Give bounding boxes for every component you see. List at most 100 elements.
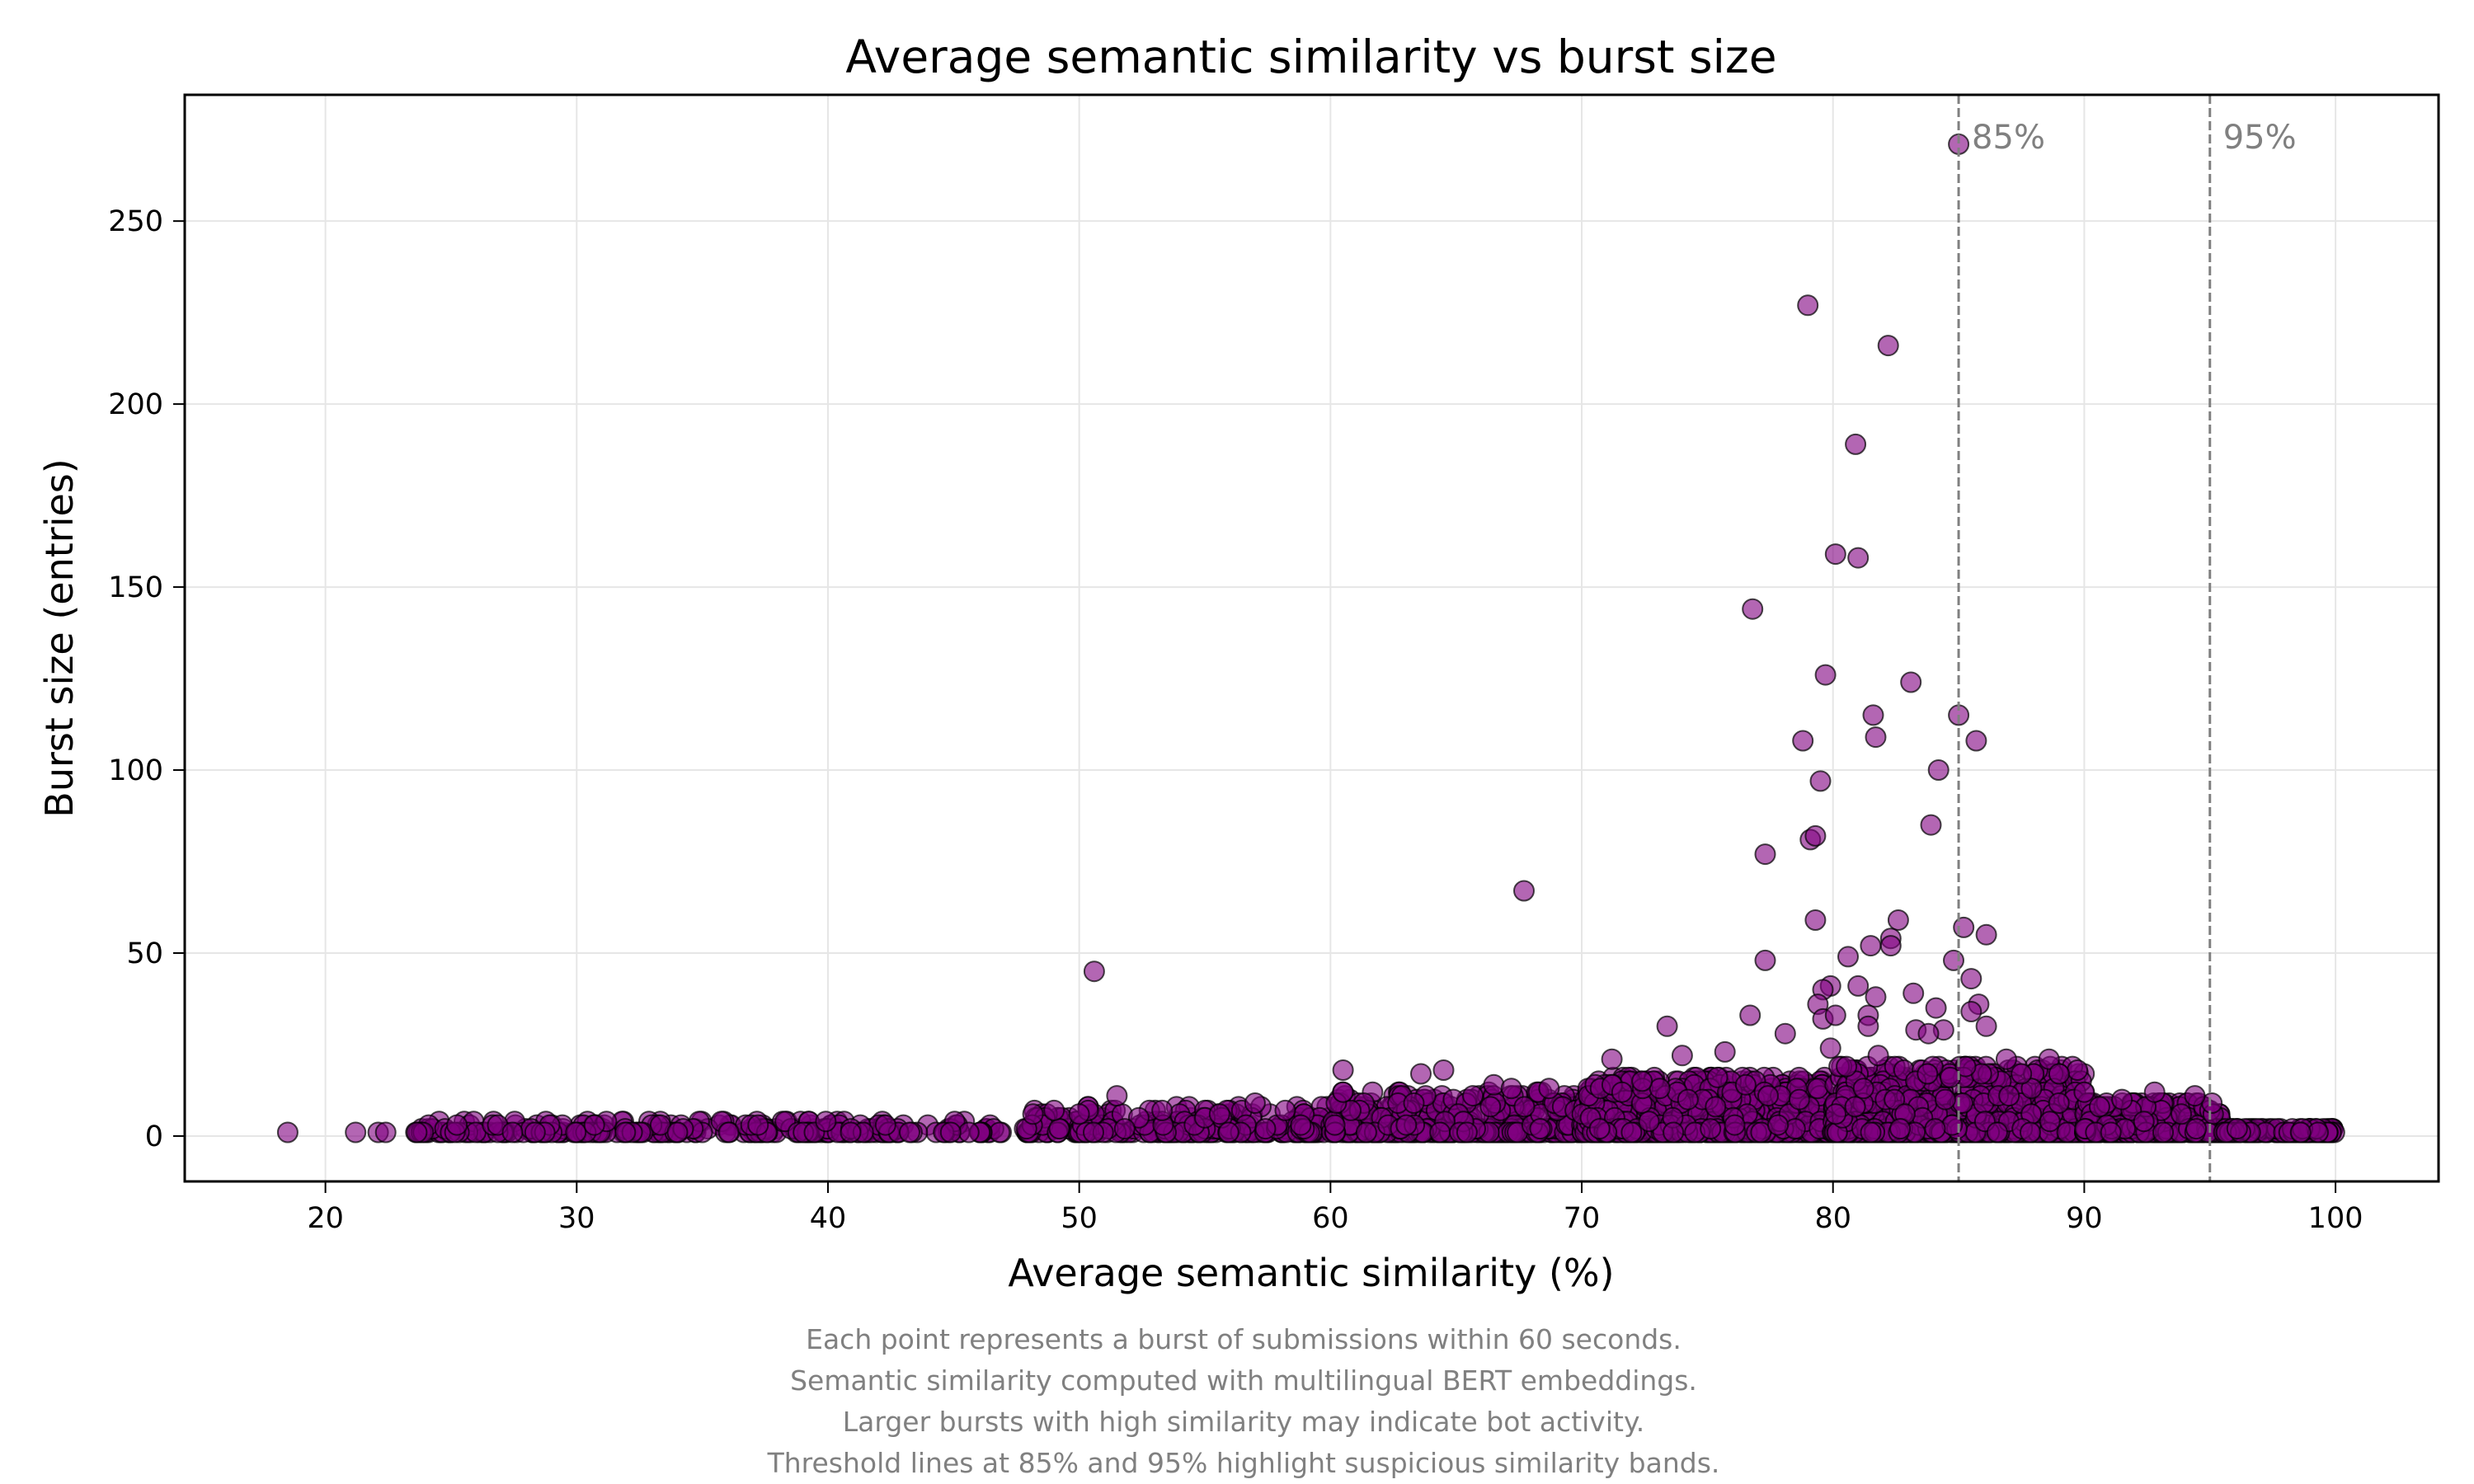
data-point xyxy=(2185,1118,2208,1140)
threshold-lines: 85% 95% xyxy=(1957,95,2297,1181)
data-point xyxy=(1860,1121,1882,1144)
data-point xyxy=(1867,1045,1889,1067)
data-point xyxy=(1903,982,1925,1004)
data-point xyxy=(1900,671,1922,693)
data-point xyxy=(1986,1121,2008,1144)
data-point xyxy=(1965,730,1987,752)
data-point xyxy=(1807,1078,1829,1100)
data-point xyxy=(345,1121,367,1144)
data-point xyxy=(1529,1118,1551,1140)
data-point xyxy=(1638,1111,1660,1133)
data-point xyxy=(1917,1063,1939,1085)
data-point xyxy=(1788,1088,1810,1111)
data-point xyxy=(1714,1040,1736,1063)
data-point xyxy=(1819,1037,1841,1059)
data-point xyxy=(939,1121,962,1144)
threshold-label: 95% xyxy=(2223,119,2297,157)
x-tick-label: 60 xyxy=(1312,1202,1349,1235)
data-point xyxy=(1925,997,1947,1019)
plot-frame xyxy=(183,93,2440,1183)
data-point xyxy=(1048,1118,1070,1140)
data-point xyxy=(1887,909,1909,931)
data-point xyxy=(1106,1085,1128,1107)
x-tick-label: 20 xyxy=(307,1202,344,1235)
data-point xyxy=(2289,1121,2312,1144)
y-tick-label: 50 xyxy=(126,937,163,970)
data-point xyxy=(1705,1096,1727,1118)
caption-line-4: Threshold lines at 85% and 95% highlight… xyxy=(767,1447,1720,1479)
data-point xyxy=(1960,968,1982,990)
data-point xyxy=(1844,1096,1866,1118)
data-point xyxy=(1649,1078,1671,1100)
data-point xyxy=(2067,1059,2089,1081)
data-point xyxy=(1852,1078,1874,1100)
data-point xyxy=(614,1121,637,1144)
chart-title: Average semantic similarity vs burst siz… xyxy=(845,31,1776,83)
data-point xyxy=(1998,1085,2020,1107)
data-point xyxy=(1860,935,1882,957)
data-point xyxy=(1825,1103,1846,1125)
data-point xyxy=(747,1114,769,1136)
x-tick-label: 70 xyxy=(1564,1202,1601,1235)
data-point xyxy=(1483,1073,1505,1096)
x-axis-title: Average semantic similarity (%) xyxy=(1008,1251,1614,1295)
caption-line-3: Larger bursts with high similarity may i… xyxy=(843,1406,1645,1438)
data-point xyxy=(1588,1118,1611,1140)
data-point xyxy=(2184,1085,2206,1107)
data-point xyxy=(2011,1063,2033,1085)
data-point xyxy=(2038,1048,2060,1070)
data-point xyxy=(1601,1048,1623,1070)
data-point xyxy=(2073,1081,2095,1103)
data-point xyxy=(1706,1066,1729,1088)
data-point xyxy=(989,1121,1011,1144)
data-point xyxy=(2171,1103,2192,1125)
data-point xyxy=(1943,949,1964,971)
data-point xyxy=(1611,1081,1633,1103)
data-point xyxy=(1960,1001,1982,1022)
data-point xyxy=(1254,1118,1277,1140)
data-point xyxy=(1274,1099,1296,1121)
data-point xyxy=(1824,543,1846,566)
data-point xyxy=(1083,1121,1104,1144)
data-point xyxy=(2020,1078,2043,1100)
data-points xyxy=(276,133,2345,1144)
data-point xyxy=(874,1114,896,1136)
x-tick-label: 30 xyxy=(558,1202,595,1235)
data-point xyxy=(1865,986,1887,1008)
data-point xyxy=(1656,1015,1678,1037)
data-point xyxy=(1774,1022,1796,1045)
data-point xyxy=(666,1121,689,1144)
data-point xyxy=(1538,1078,1560,1100)
data-point xyxy=(1739,1004,1761,1026)
data-point xyxy=(2100,1121,2122,1144)
data-point xyxy=(1884,1088,1906,1111)
y-axis-ticks: 0 50 100 150 200 250 xyxy=(108,205,185,1153)
data-point xyxy=(957,1121,980,1144)
data-point xyxy=(1462,1085,1484,1107)
y-tick-label: 100 xyxy=(108,754,163,787)
data-point xyxy=(1804,909,1827,931)
data-point xyxy=(1479,1096,1502,1118)
data-point xyxy=(2226,1118,2248,1140)
data-point xyxy=(501,1121,524,1144)
data-point xyxy=(1824,1004,1846,1026)
data-point xyxy=(1951,1092,1973,1114)
data-point xyxy=(276,1121,299,1144)
data-point xyxy=(524,1121,546,1144)
data-point xyxy=(1920,814,1942,836)
data-point xyxy=(1857,1015,1879,1037)
data-point xyxy=(1043,1099,1065,1121)
data-point xyxy=(2048,1063,2070,1085)
y-tick-label: 150 xyxy=(108,571,163,604)
grid xyxy=(185,95,2439,1181)
data-point xyxy=(1395,1114,1418,1136)
data-point xyxy=(1953,916,1975,938)
x-tick-label: 50 xyxy=(1061,1202,1098,1235)
data-point xyxy=(2039,1111,2061,1133)
data-point xyxy=(406,1121,428,1144)
data-point xyxy=(1797,294,1819,317)
data-point xyxy=(1429,1121,1451,1144)
data-point xyxy=(2048,1092,2070,1114)
caption-line-1: Each point represents a burst of submiss… xyxy=(806,1323,1681,1355)
